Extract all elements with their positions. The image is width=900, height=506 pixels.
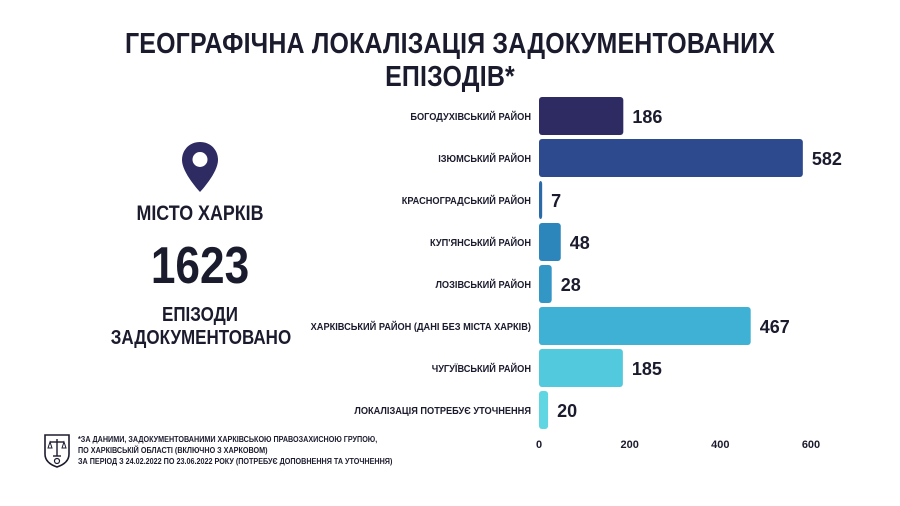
value-label-7: 185 [632,359,662,379]
value-label-4: 48 [570,233,590,253]
city-name: МІСТО ХАРКІВ [136,202,264,225]
category-label-4: КУП'ЯНСЬКИЙ РАЙОН [430,236,531,249]
category-label-3: КРАСНОГРАДСЬКИЙ РАЙОН [402,194,531,207]
bar-4 [539,223,561,261]
bar-5 [539,265,552,303]
value-label-8: 20 [557,401,577,421]
bar-8 [539,391,549,429]
x-tick-label-2: 200 [620,439,638,451]
footnote-line-1: *ЗА ДАНИМИ, ЗАДОКУМЕНТОВАНИМИ ХАРКІВСЬКО… [78,435,378,444]
x-tick-label-3: 400 [711,439,729,451]
footnote-text: *ЗА ДАНИМИ, ЗАДОКУМЕНТОВАНИМИ ХАРКІВСЬКО… [78,434,392,467]
episode-caption: ЕПІЗОДИ ЗАДОКУМЕНТОВАНО [110,304,292,350]
category-label-7: ЧУГУЇВСЬКИЙ РАЙОН [432,362,531,375]
value-label-3: 7 [551,191,561,211]
footnote: *ЗА ДАНИМИ, ЗАДОКУМЕНТОВАНИМИ ХАРКІВСЬКО… [42,432,392,472]
bar-2 [539,139,803,177]
footnote-line-2: ПО ХАРКІВСЬКІЙ ОБЛАСТІ (ВКЛЮЧНО З ХАРКОВ… [78,446,268,455]
category-label-2: ІЗЮМСЬКИЙ РАЙОН [438,152,531,165]
map-pin-icon [182,142,218,192]
episode-caption-line-1: ЕПІЗОДИ [161,304,239,326]
category-label-5: ЛОЗІВСЬКИЙ РАЙОН [435,278,531,291]
page-title: ГЕОГРАФІЧНА ЛОКАЛІЗАЦІЯ ЗАДОКУМЕНТОВАНИХ… [124,28,776,93]
bar-1 [539,97,624,135]
episode-count: 1623 [150,237,250,295]
value-label-6: 467 [760,317,790,337]
x-tick-label-4: 600 [802,439,820,451]
value-label-1: 186 [632,107,662,127]
bar-3 [539,181,543,219]
scales-emblem-icon [44,434,70,468]
x-tick-label-1: 0 [536,439,542,451]
bar-7 [539,349,623,387]
city-summary: МІСТО ХАРКІВ 1623 ЕПІЗОДИ ЗАДОКУМЕНТОВАН… [95,140,305,350]
bar-6 [539,307,751,345]
footnote-line-3: ЗА ПЕРІОД З 24.02.2022 ПО 23.06.2022 РОК… [78,457,393,466]
value-label-5: 28 [561,275,581,295]
category-label-1: БОГОДУХІВСЬКИЙ РАЙОН [410,110,531,123]
episode-caption-line-2: ЗАДОКУМЕНТОВАНО [110,327,292,349]
category-label-8: ЛОКАЛІЗАЦІЯ ПОТРЕБУЄ УТОЧНЕННЯ [354,406,531,418]
category-label-6: ХАРКІВСЬКИЙ РАЙОН (ДАНІ БЕЗ МІСТА ХАРКІВ… [311,320,531,333]
value-label-2: 582 [812,149,842,169]
